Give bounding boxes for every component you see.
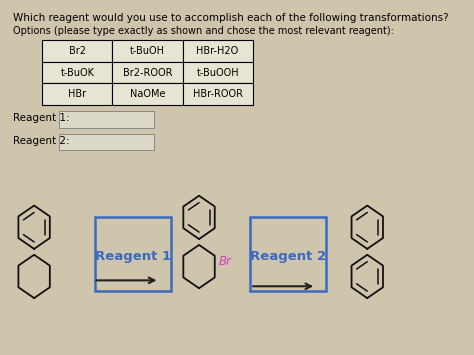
- Text: Br2-ROOR: Br2-ROOR: [123, 68, 172, 78]
- Bar: [112, 62, 182, 83]
- Bar: [182, 40, 253, 62]
- Text: HBr-H2O: HBr-H2O: [196, 46, 239, 56]
- Text: t-BuOK: t-BuOK: [60, 68, 94, 78]
- Bar: [42, 83, 112, 105]
- Text: Options (please type exactly as shown and chose the most relevant reagent):: Options (please type exactly as shown an…: [13, 26, 393, 37]
- Text: NaOMe: NaOMe: [130, 89, 165, 99]
- Text: HBr-ROOR: HBr-ROOR: [192, 89, 243, 99]
- Text: Reagent 1: Reagent 1: [95, 250, 171, 263]
- Text: Br: Br: [219, 255, 232, 268]
- Bar: [182, 83, 253, 105]
- Text: Which reagent would you use to accomplish each of the following transformations?: Which reagent would you use to accomplis…: [13, 13, 448, 23]
- Text: Reagent 2: Reagent 2: [250, 250, 326, 263]
- Bar: [112, 83, 182, 105]
- Text: Br2: Br2: [69, 46, 86, 56]
- Bar: [59, 111, 154, 128]
- Bar: [42, 62, 112, 83]
- Text: Reagent 1:: Reagent 1:: [13, 113, 69, 123]
- Text: t-BuOH: t-BuOH: [130, 46, 165, 56]
- Text: Reagent 2:: Reagent 2:: [13, 136, 69, 146]
- Bar: [250, 217, 326, 291]
- Text: HBr: HBr: [68, 89, 86, 99]
- Bar: [112, 40, 182, 62]
- Bar: [59, 134, 154, 151]
- Bar: [42, 40, 112, 62]
- Text: t-BuOOH: t-BuOOH: [196, 68, 239, 78]
- Bar: [182, 62, 253, 83]
- Bar: [95, 217, 171, 291]
